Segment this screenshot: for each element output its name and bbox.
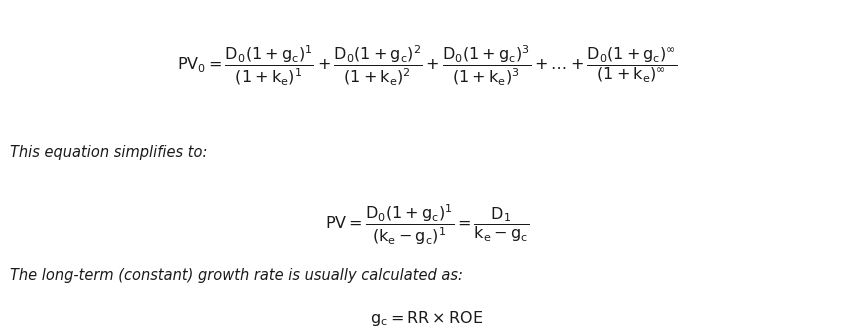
Text: The long-term (constant) growth rate is usually calculated as:: The long-term (constant) growth rate is …	[10, 268, 462, 283]
Text: $\mathrm{PV} = \dfrac{\mathrm{D_0}(1+\mathrm{g_c})^{1}}{(\mathrm{k_e}-\mathrm{g_: $\mathrm{PV} = \dfrac{\mathrm{D_0}(1+\ma…	[324, 203, 529, 247]
Text: This equation simplifies to:: This equation simplifies to:	[10, 145, 207, 160]
Text: $\mathrm{g_c} = \mathrm{RR} \times \mathrm{ROE}$: $\mathrm{g_c} = \mathrm{RR} \times \math…	[370, 309, 483, 328]
Text: $\mathrm{PV_0} = \dfrac{\mathrm{D_0}(1+\mathrm{g_c})^{1}}{(1+\mathrm{k_e})^{1}} : $\mathrm{PV_0} = \dfrac{\mathrm{D_0}(1+\…	[177, 44, 676, 88]
